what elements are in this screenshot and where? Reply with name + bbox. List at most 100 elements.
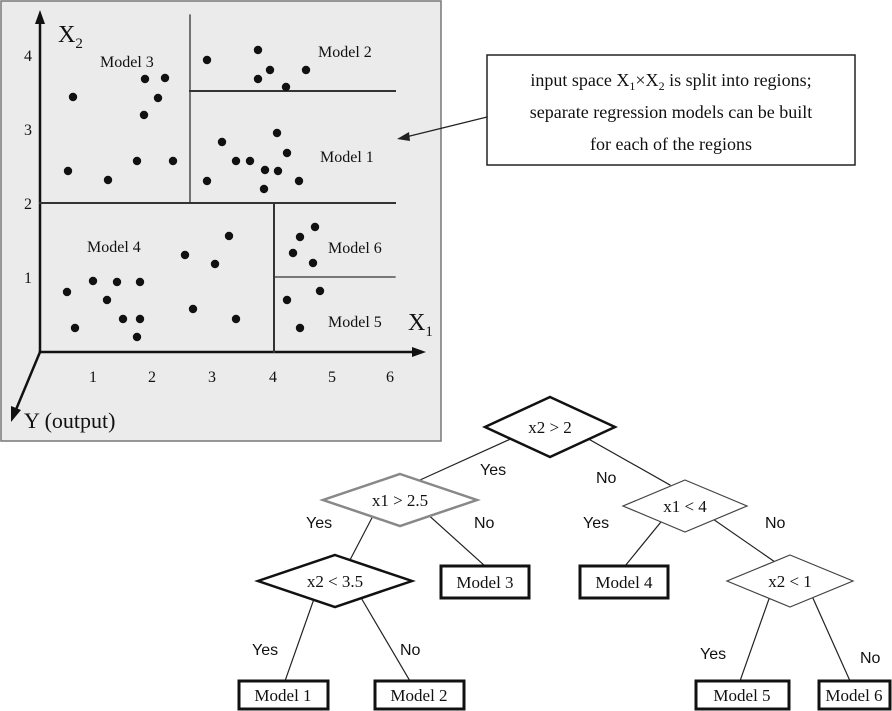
edge — [709, 516, 776, 563]
x-tick-label: 2 — [148, 369, 156, 386]
sample-point — [168, 156, 178, 166]
label-subscript: 2 — [75, 36, 83, 52]
leaf-label: Model 4 — [595, 573, 653, 592]
sample-point — [63, 166, 73, 176]
sample-point — [132, 332, 142, 342]
leaf-box — [237, 679, 330, 711]
edge — [584, 436, 671, 486]
decision-node — [725, 554, 855, 608]
edge-label: Yes — [480, 462, 506, 479]
sample-point — [68, 92, 78, 102]
sample-point — [260, 165, 270, 175]
edge-label: No — [860, 650, 881, 667]
panel-background — [0, 0, 442, 442]
edge — [419, 436, 516, 481]
y-tick-label: 2 — [24, 196, 32, 213]
callout: input space X1×X2 is split into regions;… — [397, 54, 856, 166]
edge-labels: Yes No Yes No Yes No Yes No Yes No — [252, 462, 881, 667]
text-part: input space X — [530, 70, 629, 90]
x-axis-label: X1 — [408, 310, 433, 340]
node-label: x2 < 1 — [768, 572, 812, 591]
edge-label: No — [400, 642, 421, 659]
edge-label: No — [765, 515, 786, 532]
arrow-head — [412, 347, 426, 357]
leaf-label: Model 2 — [390, 686, 447, 705]
sample-point — [272, 128, 282, 138]
sample-point — [118, 314, 128, 324]
edge-label: Yes — [252, 642, 278, 659]
callout-line: separate regression models can be built — [530, 102, 812, 122]
sample-points — [62, 45, 325, 342]
sample-point — [288, 248, 298, 258]
region-label: Model 2 — [318, 44, 372, 61]
sample-point — [259, 184, 269, 194]
y-tick-label: 3 — [24, 122, 32, 139]
sample-point — [210, 259, 220, 269]
edge-label: Yes — [700, 646, 726, 663]
y-tick-label: 1 — [24, 270, 32, 287]
sample-point — [112, 277, 122, 287]
region-labels: Model 3 Model 2 Model 1 Model 4 Model 6 … — [87, 44, 382, 331]
callout-line: input space X1×X2 is split into regions; — [530, 70, 811, 93]
node-label: x1 < 4 — [663, 497, 707, 516]
edge — [359, 595, 411, 682]
label-letter: X — [408, 310, 425, 336]
sample-point — [295, 323, 305, 333]
sample-point — [102, 295, 112, 305]
edge — [284, 595, 316, 682]
y-tick-label: 4 — [24, 48, 32, 65]
arrow-head — [35, 10, 45, 24]
sample-point — [70, 323, 80, 333]
sample-point — [135, 277, 145, 287]
sample-point — [282, 295, 292, 305]
region-label: Model 5 — [328, 314, 382, 331]
sample-point — [135, 314, 145, 324]
tree-edges — [284, 436, 851, 682]
edge — [349, 511, 376, 561]
region-label: Model 4 — [87, 239, 141, 256]
region-label: Model 3 — [100, 54, 154, 71]
edge-label: No — [596, 470, 617, 487]
text-part: 1 — [629, 79, 635, 93]
sample-point — [231, 156, 241, 166]
edge — [739, 595, 771, 682]
sample-point — [132, 156, 142, 166]
sample-point — [202, 55, 212, 65]
sample-point — [265, 65, 275, 75]
label-subscript: 1 — [425, 324, 433, 340]
x-tick-label: 5 — [328, 369, 336, 386]
x-tick-label: 3 — [208, 369, 216, 386]
sample-point — [160, 73, 170, 83]
sample-point — [231, 314, 241, 324]
leaf-nodes — [237, 564, 892, 711]
y-ticks: 1 2 3 4 — [24, 48, 32, 287]
sample-point — [281, 82, 291, 92]
leaf-box — [373, 679, 466, 711]
edge — [424, 511, 486, 567]
decision-node — [482, 395, 618, 459]
callout-arrow — [405, 116, 488, 138]
sample-point — [202, 176, 212, 186]
edge — [811, 595, 851, 682]
leaf-labels: Model 3 Model 4 Model 1 Model 2 Model 5 … — [254, 573, 882, 705]
leaf-box — [694, 679, 791, 711]
leaf-box — [578, 564, 670, 600]
decision-node — [621, 479, 749, 533]
sample-point — [217, 137, 227, 147]
sample-point — [273, 166, 283, 176]
sample-point — [253, 74, 263, 84]
sample-point — [294, 176, 304, 186]
sample-point — [103, 175, 113, 185]
sample-point — [88, 276, 98, 286]
edge-label: Yes — [583, 515, 609, 532]
node-label: x1 > 2.5 — [372, 491, 428, 510]
leaf-box — [439, 564, 531, 600]
plot-panel: X2 X1 Y (output) 1 2 3 4 5 6 1 2 3 4 Mod… — [0, 0, 442, 442]
label-letter: X — [58, 22, 75, 48]
sample-point — [315, 286, 325, 296]
callout-line: for each of the regions — [590, 134, 752, 154]
sample-point — [140, 74, 150, 84]
decision-nodes: x2 > 2 x1 > 2.5 x1 < 4 x2 < 3.5 x2 < 1 — [254, 395, 855, 609]
leaf-label: Model 1 — [254, 686, 311, 705]
